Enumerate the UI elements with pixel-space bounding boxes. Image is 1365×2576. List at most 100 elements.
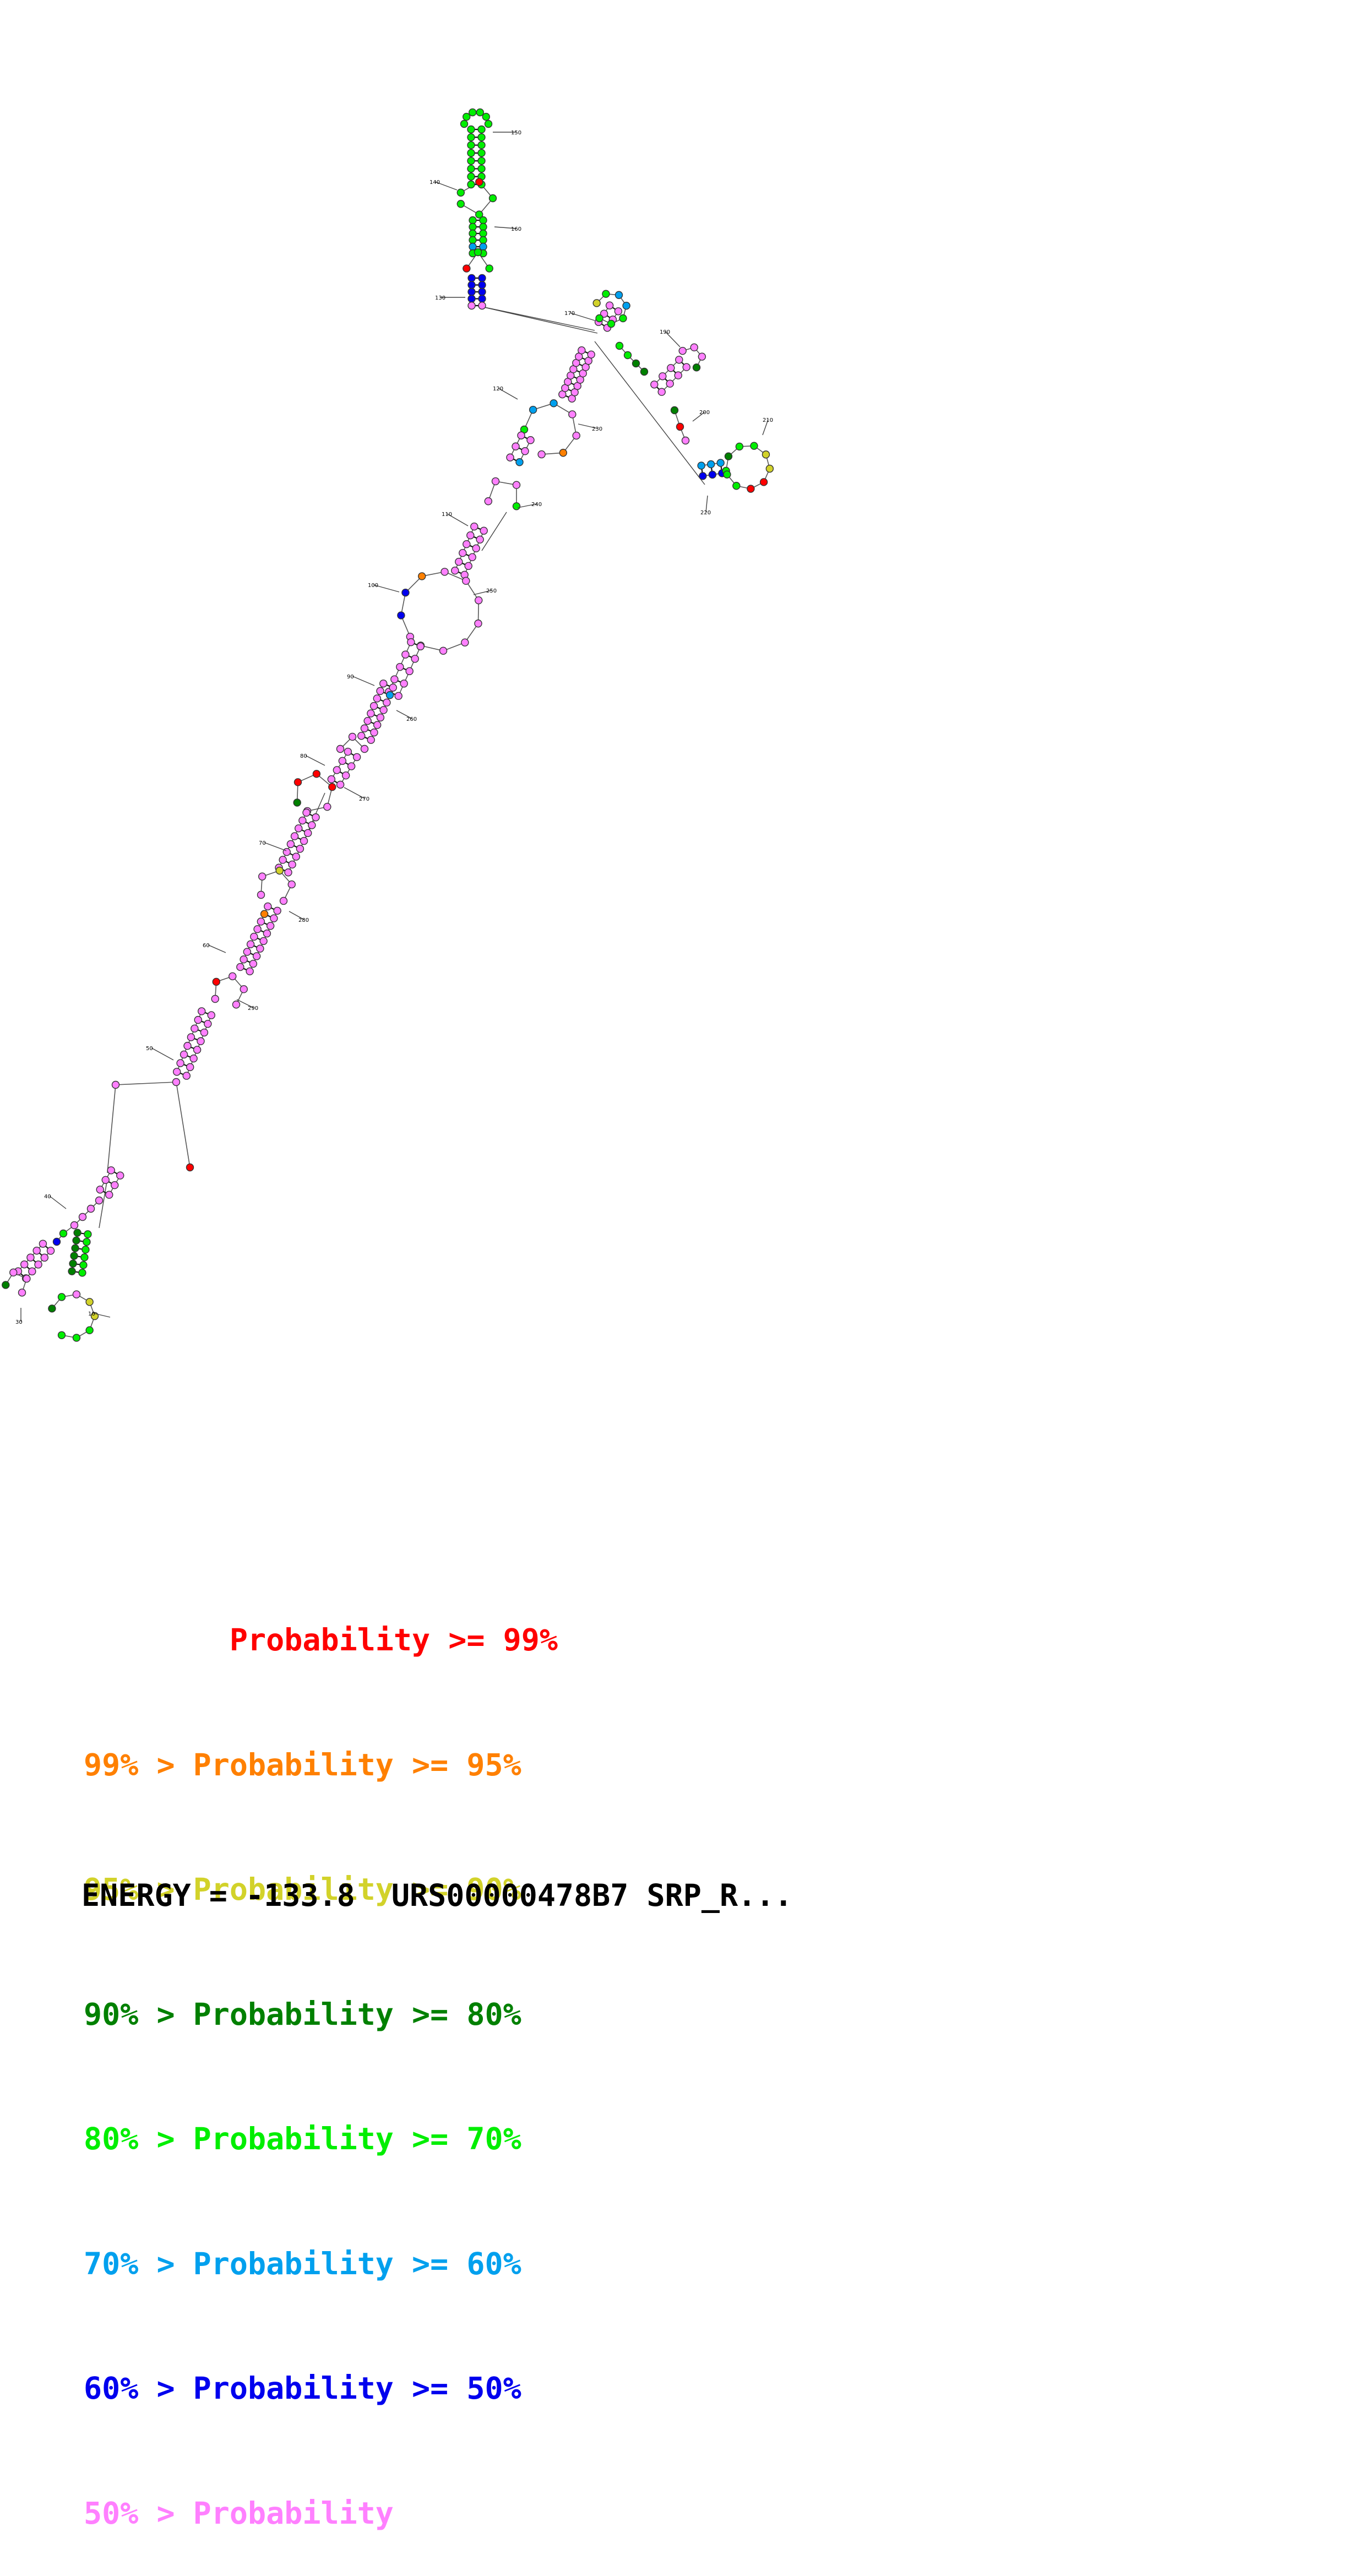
nucleotide-68 (632, 359, 640, 368)
nucleotide-296 (71, 1244, 79, 1252)
nucleotide-208 (300, 836, 308, 845)
nucleotide-60 (602, 290, 610, 298)
nucleotide-174 (367, 709, 375, 718)
nucleotide-99 (732, 482, 741, 490)
nucleotide-137 (455, 557, 463, 566)
long-link-130-170b (476, 305, 595, 331)
nucleotide-224 (240, 955, 248, 964)
nucleotide-layer (2, 108, 774, 1342)
nucleotide-241 (229, 972, 237, 981)
nucleotide-205 (282, 847, 291, 856)
long-link-170-220 (594, 341, 705, 485)
nucleotide-145 (470, 522, 478, 531)
nucleotide-227 (256, 944, 264, 953)
nucleotide-303 (72, 1290, 81, 1298)
nucleotide-218 (275, 866, 284, 875)
nucleotide-187 (327, 775, 336, 784)
nucleotide-262 (186, 1163, 194, 1172)
nucleotide-97 (759, 478, 768, 486)
legend-row-p70: 80% > Probability >= 70% (84, 2121, 521, 2156)
nucleotide-172 (363, 716, 372, 725)
nucleotide-277 (28, 1267, 36, 1276)
nucleotide-196 (312, 770, 321, 778)
nucleotide-164 (401, 650, 410, 659)
position-tick-60 (208, 944, 226, 953)
nucleotide-200 (284, 868, 292, 877)
nucleotide-190 (347, 762, 356, 770)
nucleotide-154 (461, 638, 469, 646)
nucleotide-271 (78, 1213, 87, 1221)
nucleotide-9 (467, 156, 475, 165)
nucleotide-282 (32, 1246, 41, 1255)
nucleotide-77 (675, 356, 683, 364)
nucleotide-184 (348, 732, 357, 741)
nucleotide-4 (477, 133, 486, 142)
position-label-250: 250 (486, 588, 497, 594)
nucleotide-120 (568, 410, 577, 419)
nucleotide-297 (83, 1238, 91, 1246)
position-label-240: 240 (531, 502, 542, 508)
nucleotide-255 (191, 1024, 199, 1033)
nucleotide-30 (469, 222, 477, 231)
nucleotide-198 (323, 802, 331, 811)
nucleotide-253 (187, 1033, 195, 1041)
nucleotide-129 (517, 431, 525, 439)
nucleotide-247 (176, 1059, 184, 1067)
nucleotide-169 (370, 728, 378, 737)
nucleotide-83 (676, 422, 684, 431)
nucleotide-161 (405, 667, 414, 676)
nucleotide-180 (376, 687, 384, 695)
nucleotide-280 (26, 1253, 35, 1262)
legend-row-p99: Probability >= 99% (84, 1622, 558, 1657)
nucleotide-295 (81, 1246, 90, 1254)
nucleotide-177 (383, 698, 391, 707)
nucleotide-232 (253, 925, 262, 933)
nucleotide-163 (411, 655, 419, 663)
position-label-40: 40 (44, 1194, 51, 1200)
nucleotide-173 (376, 713, 385, 722)
nucleotide-189 (333, 766, 341, 774)
nucleotide-92 (724, 452, 733, 460)
nucleotide-257 (194, 1015, 202, 1024)
nucleotide-286 (9, 1268, 18, 1277)
nucleotide-188 (341, 771, 350, 780)
nucleotide-279 (34, 1260, 42, 1269)
linker-45-seg-1 (115, 1082, 177, 1085)
position-label-60: 60 (203, 943, 210, 949)
nucleotide-258 (207, 1011, 215, 1019)
position-label-270: 270 (359, 796, 369, 802)
long-link-240-110 (481, 512, 507, 551)
nucleotide-144 (480, 526, 488, 535)
nucleotide-63 (619, 314, 627, 323)
position-tick-50 (151, 1047, 174, 1061)
nucleotide-37 (479, 242, 487, 251)
nucleotide-153 (474, 619, 482, 628)
nucleotide-81 (692, 363, 701, 372)
nucleotide-115 (587, 350, 595, 359)
tail-3prime-link (176, 1082, 191, 1168)
nucleotide-261 (111, 1080, 120, 1089)
nucleotide-298 (72, 1236, 80, 1244)
nucleotide-64 (607, 319, 616, 328)
nucleotide-284 (39, 1240, 47, 1248)
nucleotide-287 (23, 1274, 31, 1283)
nucleotide-65 (595, 314, 603, 323)
position-tick-200 (692, 411, 705, 422)
position-label-210: 210 (763, 417, 773, 423)
nucleotide-160 (390, 675, 399, 683)
nucleotide-147 (397, 611, 405, 619)
position-label-130: 130 (435, 295, 445, 301)
nucleotide-243 (232, 1001, 241, 1009)
nucleotide-80 (698, 352, 706, 361)
nucleotide-95 (762, 450, 770, 459)
position-tick-120 (498, 388, 518, 400)
nucleotide-207 (286, 840, 295, 849)
nucleotide-157 (394, 692, 403, 700)
nucleotide-288 (18, 1289, 26, 1297)
nucleotide-225 (252, 952, 261, 960)
nucleotide-26 (475, 210, 483, 219)
nucleotide-121 (572, 431, 580, 440)
nucleotide-15 (467, 180, 475, 189)
position-label-230: 230 (592, 426, 602, 432)
position-label-190: 190 (660, 329, 670, 335)
